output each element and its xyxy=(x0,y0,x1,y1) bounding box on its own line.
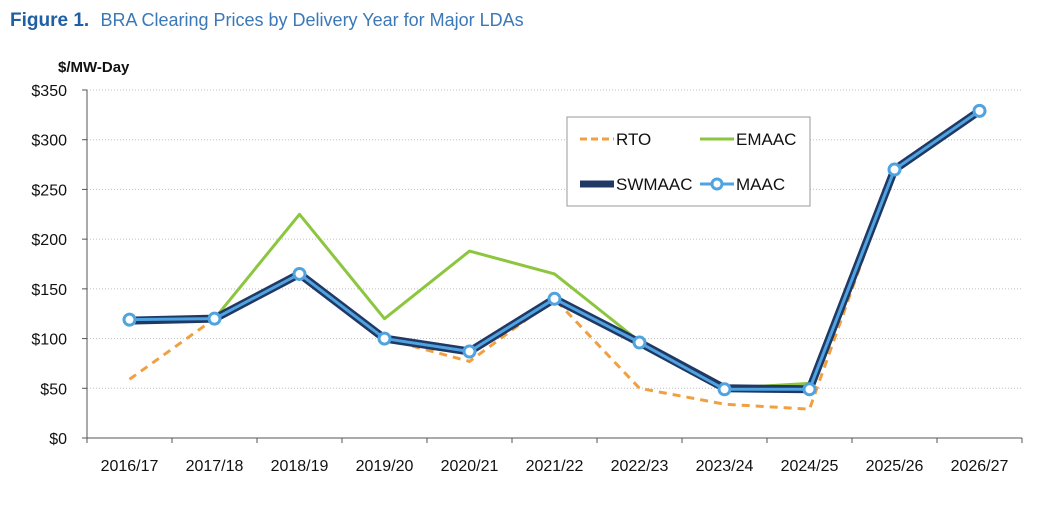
series-point-maac xyxy=(972,103,987,118)
x-tick-label: 2024/25 xyxy=(781,458,839,475)
figure-title: Figure 1. BRA Clearing Prices by Deliver… xyxy=(10,10,524,32)
series-point-maac xyxy=(462,344,477,359)
series-point-maac xyxy=(887,162,902,177)
series-line-maac xyxy=(129,109,981,391)
legend-label: SWMAAC xyxy=(616,175,693,194)
legend-label: EMAAC xyxy=(736,130,796,149)
series-point-maac xyxy=(377,331,392,346)
y-tick-label: $200 xyxy=(31,232,67,249)
x-tick-label: 2020/21 xyxy=(441,458,499,475)
series-point-maac xyxy=(122,312,137,327)
series-point-maac xyxy=(632,335,647,350)
y-tick-label: $0 xyxy=(49,431,67,448)
series-line-emaac xyxy=(129,109,981,390)
x-tick-label: 2025/26 xyxy=(866,458,924,475)
legend: RTO EMAAC SWMAAC MAAC xyxy=(566,116,811,207)
series-lines xyxy=(122,103,987,411)
x-tick-label: 2019/20 xyxy=(356,458,414,475)
x-tick-label: 2017/18 xyxy=(186,458,244,475)
y-tick-label: $50 xyxy=(40,381,67,398)
series-point-maac xyxy=(207,311,222,326)
x-tick-label: 2016/17 xyxy=(101,458,159,475)
x-tick-label: 2021/22 xyxy=(526,458,584,475)
y-tick-labels: $0 $50 $100 $150 $200 $250 $300 $350 xyxy=(31,83,67,448)
y-tick-label: $300 xyxy=(31,133,67,150)
legend-label: MAAC xyxy=(736,175,785,194)
figure-title-text: BRA Clearing Prices by Delivery Year for… xyxy=(100,10,524,30)
x-tick-label: 2023/24 xyxy=(696,458,754,475)
series-line-swmaac xyxy=(129,107,982,394)
figure-number: Figure 1. xyxy=(10,10,90,31)
x-tick-label: 2018/19 xyxy=(271,458,329,475)
legend-marker xyxy=(710,177,724,191)
series-line-rto xyxy=(128,109,981,411)
legend-label: RTO xyxy=(616,130,651,149)
x-tick-labels: 2016/17 2017/18 2018/19 2019/20 2020/21 2021/… xyxy=(101,458,1009,475)
series-point-maac xyxy=(802,382,817,397)
series-point-maac xyxy=(717,382,732,397)
y-tick-label: $100 xyxy=(31,332,67,349)
grid-lines xyxy=(87,89,1022,389)
axes xyxy=(82,89,1023,443)
y-tick-label: $150 xyxy=(31,282,67,299)
series-point-maac xyxy=(547,291,562,306)
series-point-maac xyxy=(292,266,307,281)
legend-box xyxy=(566,116,811,207)
x-tick-label: 2026/27 xyxy=(951,458,1009,475)
y-tick-label: $350 xyxy=(31,83,67,100)
x-tick-label: 2022/23 xyxy=(611,458,669,475)
y-axis-label: $/MW-Day xyxy=(58,59,130,76)
y-tick-label: $250 xyxy=(31,182,67,199)
